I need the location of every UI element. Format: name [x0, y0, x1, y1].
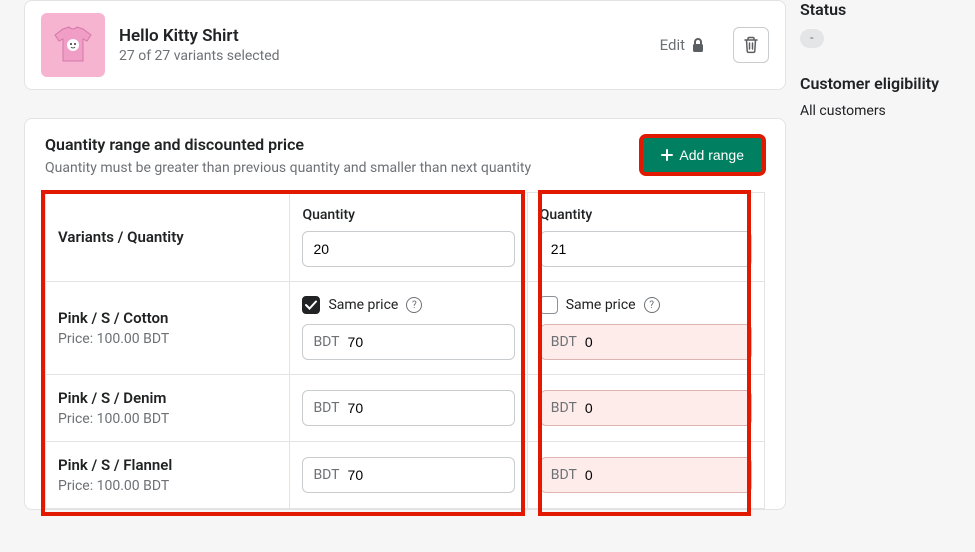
edit-label: Edit: [660, 36, 685, 54]
currency-prefix: BDT: [551, 467, 577, 483]
eligibility-value: All customers: [800, 103, 975, 119]
help-icon[interactable]: ?: [644, 297, 660, 313]
currency-prefix: BDT: [313, 334, 339, 350]
variant-cell: Pink / S / Flannel Price: 100.00 BDT: [46, 442, 290, 509]
quantity-range-card: Quantity range and discounted price Quan…: [24, 118, 786, 510]
price-input-wrap[interactable]: BDT: [302, 390, 514, 426]
plus-icon: [661, 149, 673, 161]
product-title: Hello Kitty Shirt: [119, 26, 280, 46]
eligibility-title: Customer eligibility: [800, 74, 975, 93]
same-price-label: Same price: [566, 297, 636, 313]
price-input[interactable]: [585, 467, 741, 483]
variant-cell: Pink / S / Denim Price: 100.00 BDT: [46, 375, 290, 442]
price-input[interactable]: [348, 467, 504, 483]
tshirt-icon: [49, 21, 97, 69]
product-subtitle: 27 of 27 variants selected: [119, 48, 280, 64]
same-price-checkbox-2[interactable]: [540, 296, 558, 314]
price-input[interactable]: [585, 334, 741, 350]
table-header-row: Variants / Quantity Quantity Quantity: [46, 193, 765, 282]
price-input[interactable]: [348, 334, 504, 350]
price-input-wrap[interactable]: BDT: [540, 390, 752, 426]
same-price-label: Same price: [328, 297, 398, 313]
qty-input-2[interactable]: [540, 231, 752, 267]
check-icon: [305, 300, 317, 310]
table-row: Pink / S / Flannel Price: 100.00 BDT BDT…: [46, 442, 765, 509]
product-thumbnail: [41, 13, 105, 77]
currency-prefix: BDT: [313, 400, 339, 416]
header-qty-col-1: Quantity: [290, 193, 527, 282]
table-row: Pink / S / Denim Price: 100.00 BDT BDT B…: [46, 375, 765, 442]
variant-cell: Pink / S / Cotton Price: 100.00 BDT: [46, 282, 290, 375]
price-cell: BDT: [527, 442, 764, 509]
header-qty-col-2: Quantity: [527, 193, 764, 282]
pricing-table: Variants / Quantity Quantity Quantity Pi…: [45, 192, 765, 509]
add-range-label: Add range: [679, 147, 744, 163]
table-row: Pink / S / Cotton Price: 100.00 BDT Same…: [46, 282, 765, 375]
status-block: Status -: [800, 0, 975, 48]
edit-link[interactable]: Edit: [660, 36, 705, 54]
section-title: Quantity range and discounted price: [45, 135, 628, 154]
delete-button[interactable]: [733, 27, 769, 63]
price-cell: BDT: [290, 375, 527, 442]
header-variants: Variants / Quantity: [46, 193, 290, 282]
price-cell: Same price ? BDT: [290, 282, 527, 375]
section-subtitle: Quantity must be greater than previous q…: [45, 160, 628, 176]
qty-input-1[interactable]: [302, 231, 514, 267]
price-cell: BDT: [527, 375, 764, 442]
lock-icon: [691, 37, 705, 53]
price-input-wrap[interactable]: BDT: [540, 324, 752, 360]
price-cell: Same price ? BDT: [527, 282, 764, 375]
price-input[interactable]: [348, 400, 504, 416]
eligibility-block: Customer eligibility All customers: [800, 74, 975, 119]
currency-prefix: BDT: [313, 467, 339, 483]
price-input-wrap[interactable]: BDT: [540, 457, 752, 493]
currency-prefix: BDT: [551, 334, 577, 350]
same-price-checkbox-1[interactable]: [302, 296, 320, 314]
product-card: Hello Kitty Shirt 27 of 27 variants sele…: [24, 0, 786, 90]
price-input[interactable]: [585, 400, 741, 416]
price-input-wrap[interactable]: BDT: [302, 457, 514, 493]
qty-label: Quantity: [540, 207, 752, 223]
add-range-button[interactable]: Add range: [640, 135, 765, 175]
qty-label: Quantity: [302, 207, 514, 223]
status-badge: -: [800, 29, 824, 48]
currency-prefix: BDT: [551, 400, 577, 416]
trash-icon: [743, 36, 759, 54]
status-title: Status: [800, 0, 975, 19]
sidebar: Status - Customer eligibility All custom…: [800, 0, 975, 145]
help-icon[interactable]: ?: [406, 297, 422, 313]
price-input-wrap[interactable]: BDT: [302, 324, 514, 360]
price-cell: BDT: [290, 442, 527, 509]
